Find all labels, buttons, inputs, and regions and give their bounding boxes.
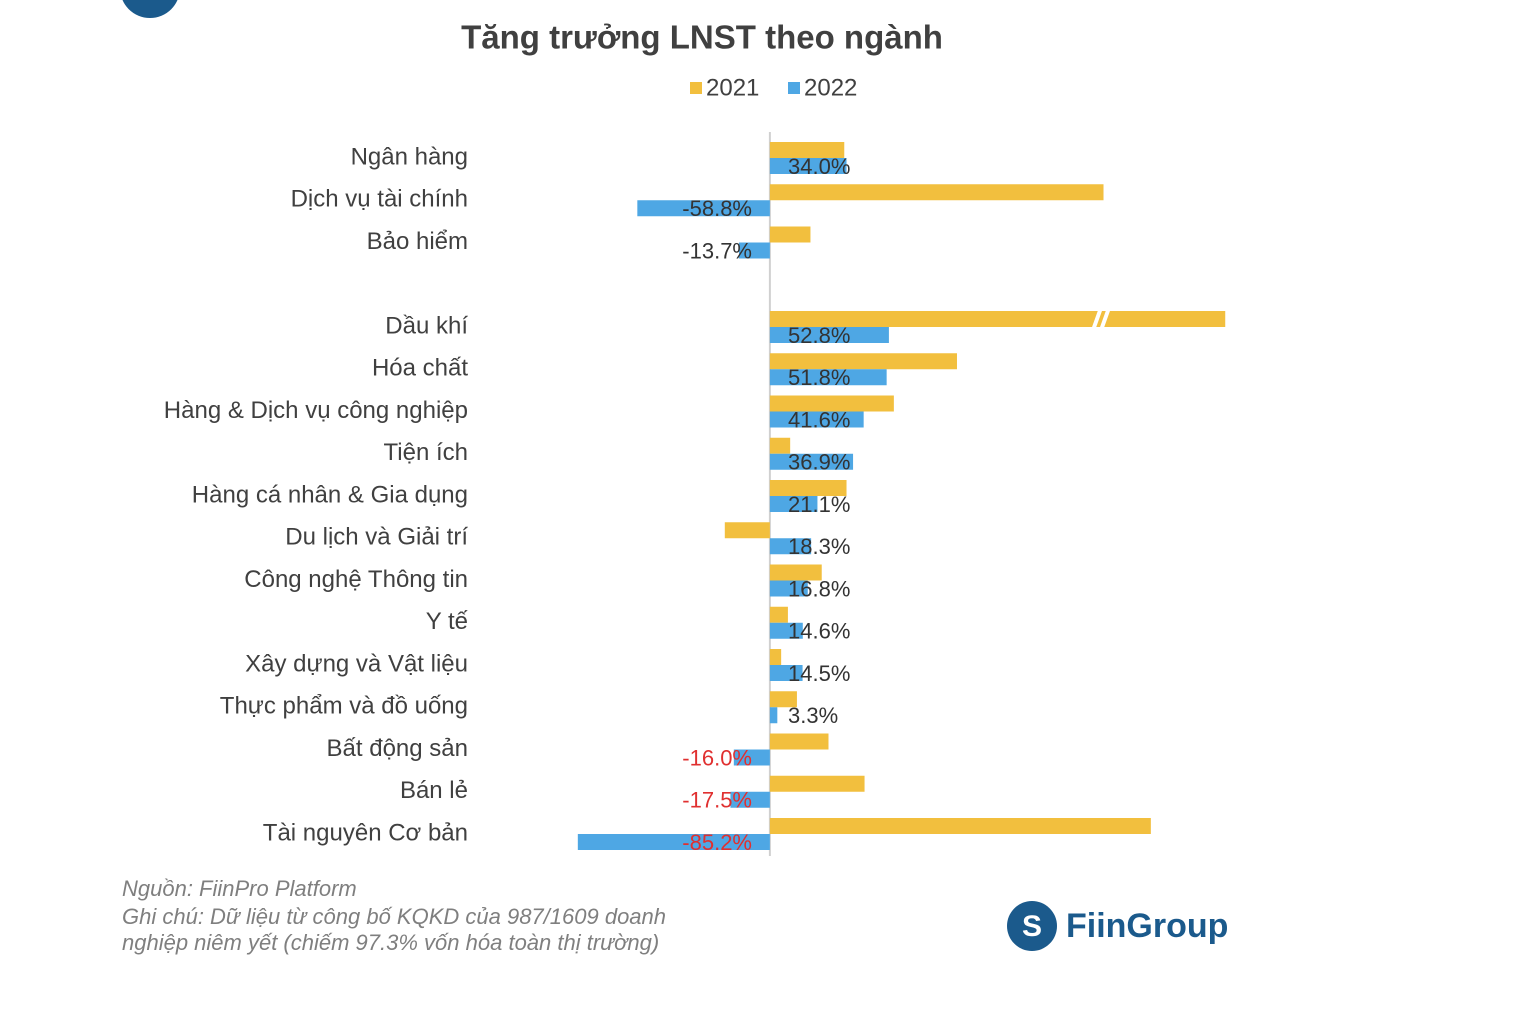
data-label: 16.8% <box>788 576 850 601</box>
bar <box>730 791 770 808</box>
y-tick-label: Bảo hiểm <box>367 228 468 255</box>
bar <box>769 564 822 581</box>
bar <box>637 200 770 217</box>
axis-break <box>1090 304 1104 334</box>
bar <box>769 327 889 343</box>
data-label: 14.6% <box>788 619 850 644</box>
chart-title: Tăng trưởng LNST theo ngành <box>461 19 943 56</box>
y-tick-label: Dầu khí <box>385 312 468 339</box>
bar <box>769 691 797 708</box>
y-tick-label: Thực phẩm và đồ uống <box>220 693 468 720</box>
y-tick-label: Bán lẻ <box>400 777 468 804</box>
bar <box>769 184 1104 201</box>
bar <box>769 622 803 639</box>
data-label: -17.5% <box>682 788 752 813</box>
y-tick-label: Công nghệ Thông tin <box>244 566 468 593</box>
y-tick-label: Ngân hàng <box>351 143 468 170</box>
logo-icon <box>1007 901 1057 951</box>
y-tick-label: Du lịch và Giải trí <box>285 524 468 551</box>
axis-break <box>1098 304 1112 334</box>
y-tick-label: Dịch vụ tài chính <box>291 186 468 213</box>
bar <box>769 775 865 792</box>
bar <box>769 437 791 454</box>
note: nghiệp niêm yết (chiếm 97.3% vốn hóa toà… <box>122 930 659 955</box>
bar <box>769 369 887 386</box>
y-tick-label: Hóa chất <box>372 355 468 382</box>
legend-label: 2022 <box>804 74 857 101</box>
bar <box>769 158 847 174</box>
bar <box>738 242 770 259</box>
bar <box>769 707 778 724</box>
legend-label: 2021 <box>706 74 759 101</box>
legend-swatch <box>690 82 702 94</box>
bar <box>769 142 845 158</box>
data-label: 3.3% <box>788 703 838 728</box>
data-label: -16.0% <box>682 745 752 770</box>
bar <box>769 538 812 555</box>
bar <box>769 311 1226 327</box>
bar <box>769 226 811 243</box>
bar <box>769 580 808 597</box>
bar <box>769 353 957 370</box>
y-tick-label: Y tế <box>426 608 469 635</box>
bar <box>769 649 782 665</box>
bar <box>769 496 818 512</box>
bar <box>769 818 1151 834</box>
y-tick-label: Bất động sản <box>327 735 468 762</box>
data-label: 51.8% <box>788 365 850 390</box>
data-label: 34.0% <box>788 154 850 179</box>
y-tick-label: Tài nguyên Cơ bản <box>263 819 468 846</box>
source: Nguồn: FiinPro Platform <box>122 876 357 901</box>
bar <box>769 453 854 470</box>
data-label: 36.9% <box>788 450 850 475</box>
data-label: 21.1% <box>788 492 850 517</box>
data-label: 41.6% <box>788 407 850 432</box>
bar <box>733 749 770 766</box>
y-tick-label: Xây dựng và Vật liệu <box>245 650 468 677</box>
note: Ghi chú: Dữ liệu từ công bố KQKD của 987… <box>122 904 666 929</box>
legend-swatch <box>788 82 800 94</box>
bar <box>769 480 847 496</box>
data-label: 14.5% <box>788 661 850 686</box>
bar <box>577 834 770 850</box>
bar <box>769 411 864 428</box>
data-label: -58.8% <box>682 196 752 221</box>
bar <box>769 733 829 750</box>
bar <box>769 395 894 412</box>
bar <box>769 665 803 681</box>
logo-icon-letter: S <box>1022 910 1042 943</box>
data-label: -13.7% <box>682 238 752 263</box>
data-label: 18.3% <box>788 534 850 559</box>
data-label: -85.2% <box>682 830 752 855</box>
bar <box>724 522 770 539</box>
data-label: 52.8% <box>788 323 850 348</box>
y-tick-label: Hàng & Dịch vụ công nghiệp <box>164 397 468 424</box>
top-logo <box>122 0 178 18</box>
y-tick-label: Hàng cá nhân & Gia dụng <box>192 481 468 508</box>
logo-text: FiinGroup <box>1066 907 1228 945</box>
bar <box>769 606 788 623</box>
y-tick-label: Tiện ích <box>384 439 468 466</box>
